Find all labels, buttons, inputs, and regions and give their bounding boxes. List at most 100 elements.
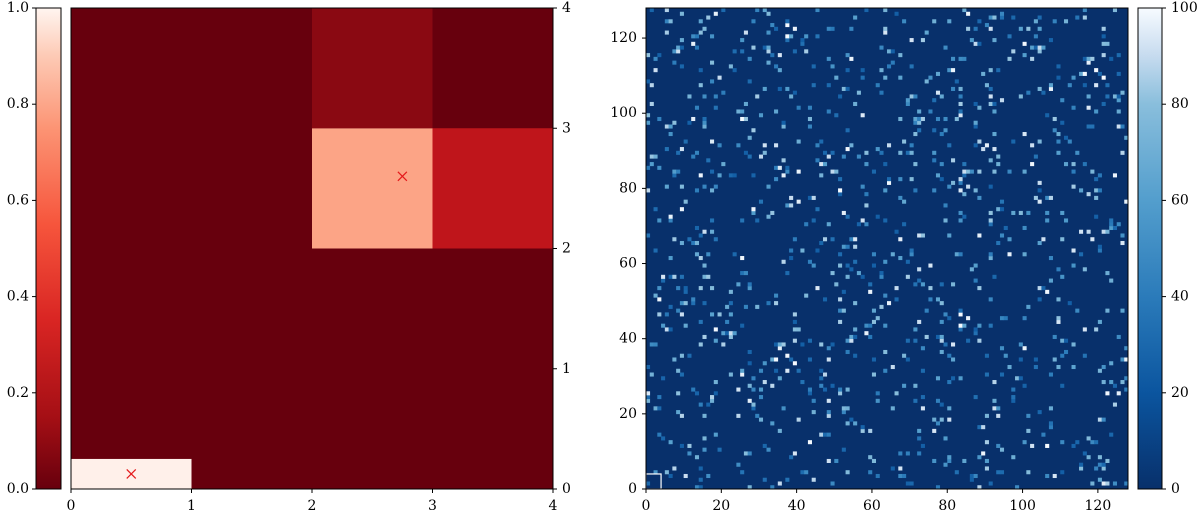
- right-heatmap-pixel: [721, 162, 726, 167]
- right-heatmap-pixel: [920, 395, 925, 400]
- right-heatmap-pixel: [702, 274, 707, 279]
- right-heatmap-pixel: [999, 346, 1005, 351]
- right-heatmap-pixel: [1097, 319, 1102, 324]
- right-heatmap-pixel: [777, 342, 782, 347]
- right-heatmap-pixel: [1056, 64, 1061, 69]
- right-heatmap-pixel: [1033, 45, 1038, 50]
- right-heatmap-pixel: [887, 64, 892, 69]
- right-heatmap-pixel: [935, 485, 941, 490]
- right-heatmap-pixel: [879, 68, 884, 73]
- right-heatmap-pixel: [1112, 94, 1118, 99]
- right-heatmap-pixel: [747, 154, 752, 159]
- right-heatmap-pixel: [1071, 162, 1076, 167]
- right-heatmap-pixel: [905, 259, 910, 264]
- y-tick-label: 100: [610, 105, 637, 121]
- right-heatmap-pixel: [841, 308, 846, 313]
- y-tick-label: 80: [619, 180, 637, 196]
- right-heatmap-pixel: [653, 68, 658, 73]
- right-heatmap-pixel: [939, 319, 944, 324]
- right-heatmap-pixel: [992, 398, 997, 403]
- right-heatmap-pixel: [811, 64, 816, 69]
- right-heatmap-pixel: [789, 256, 794, 261]
- right-heatmap-pixel: [1063, 19, 1069, 24]
- right-heatmap-pixel: [958, 312, 963, 317]
- right-heatmap-pixel: [1116, 98, 1121, 103]
- right-heatmap-pixel: [999, 316, 1005, 321]
- right-heatmap-pixel: [657, 165, 662, 170]
- right-heatmap-pixel: [951, 158, 956, 163]
- colorbar-tick-label: 0.8: [7, 96, 29, 112]
- right-heatmap-pixel: [646, 165, 651, 170]
- right-heatmap-pixel: [702, 301, 707, 306]
- right-heatmap-pixel: [1041, 432, 1046, 437]
- colorbar-tick-label: 20: [1171, 385, 1189, 401]
- right-heatmap-pixel: [679, 184, 684, 189]
- right-heatmap-pixel: [740, 38, 745, 43]
- right-heatmap-pixel: [770, 357, 775, 362]
- right-heatmap-pixel: [725, 319, 730, 324]
- right-heatmap-pixel: [792, 451, 797, 456]
- right-heatmap-pixel: [1075, 308, 1080, 313]
- right-heatmap-pixel: [815, 34, 820, 39]
- y-tick-label: 4: [562, 0, 571, 16]
- right-heatmap-pixel: [1090, 124, 1095, 129]
- right-heatmap-pixel: [1063, 218, 1069, 223]
- right-heatmap-pixel: [902, 383, 907, 388]
- right-heatmap-pixel: [981, 71, 986, 76]
- right-heatmap-pixel: [958, 180, 963, 185]
- right-heatmap-pixel: [902, 353, 907, 358]
- right-heatmap-pixel: [984, 83, 989, 88]
- right-heatmap-pixel: [1067, 301, 1072, 306]
- right-heatmap-pixel: [807, 387, 812, 392]
- right-heatmap-pixel: [777, 165, 782, 170]
- right-heatmap-pixel: [1022, 252, 1027, 257]
- right-heatmap-pixel: [1079, 252, 1084, 257]
- right-heatmap-pixel: [920, 368, 925, 373]
- right-heatmap-pixel: [1101, 26, 1106, 31]
- right-heatmap-pixel: [683, 323, 688, 328]
- right-heatmap-pixel: [939, 417, 944, 422]
- right-heatmap-pixel: [713, 391, 718, 396]
- right-heatmap-pixel: [853, 259, 858, 264]
- right-heatmap-pixel: [668, 132, 673, 137]
- right-heatmap-pixel: [1086, 105, 1091, 110]
- right-heatmap-pixel: [653, 470, 658, 475]
- right-heatmap-pixel: [920, 116, 925, 122]
- right-heatmap-pixel: [988, 68, 993, 73]
- right-heatmap-pixel: [898, 150, 903, 155]
- right-heatmap-pixel: [954, 116, 959, 122]
- right-heatmap-pixel: [909, 143, 914, 148]
- right-heatmap-pixel: [996, 406, 1001, 411]
- right-heatmap-pixel: [996, 68, 1001, 73]
- right-heatmap-pixel: [762, 477, 767, 482]
- right-heatmap-pixel: [1026, 470, 1031, 475]
- colorbar-tick-label: 1.0: [7, 0, 29, 16]
- right-heatmap-pixel: [958, 113, 963, 118]
- right-heatmap-pixel: [777, 68, 782, 73]
- right-heatmap-pixel: [661, 274, 666, 279]
- right-heatmap-pixel: [672, 120, 677, 125]
- right-heatmap-pixel: [913, 338, 918, 343]
- right-heatmap-pixel: [713, 105, 718, 110]
- right-heatmap-pixel: [710, 218, 715, 223]
- right-heatmap-pixel: [875, 398, 880, 403]
- right-heatmap-pixel: [1094, 195, 1099, 200]
- right-heatmap-pixel: [777, 376, 782, 381]
- right-heatmap-pixel: [958, 210, 963, 215]
- right-heatmap-pixel: [913, 116, 918, 122]
- right-heatmap-pixel: [883, 8, 888, 13]
- right-heatmap-pixel: [653, 154, 658, 159]
- y-tick-label: 1: [562, 361, 571, 377]
- right-heatmap-pixel: [1112, 8, 1118, 13]
- right-heatmap-pixel: [676, 308, 681, 313]
- right-heatmap-pixel: [789, 94, 794, 99]
- right-heatmap-pixel: [871, 263, 877, 268]
- marker-x: [126, 469, 137, 479]
- y-tick-label: 60: [619, 256, 637, 272]
- right-heatmap-pixel: [864, 150, 869, 155]
- right-heatmap-pixel: [962, 56, 967, 61]
- right-heatmap-pixel: [1116, 222, 1121, 227]
- right-heatmap-pixel: [1018, 26, 1023, 31]
- right-heatmap-pixel: [1052, 473, 1057, 479]
- right-heatmap-pixel: [1082, 327, 1087, 332]
